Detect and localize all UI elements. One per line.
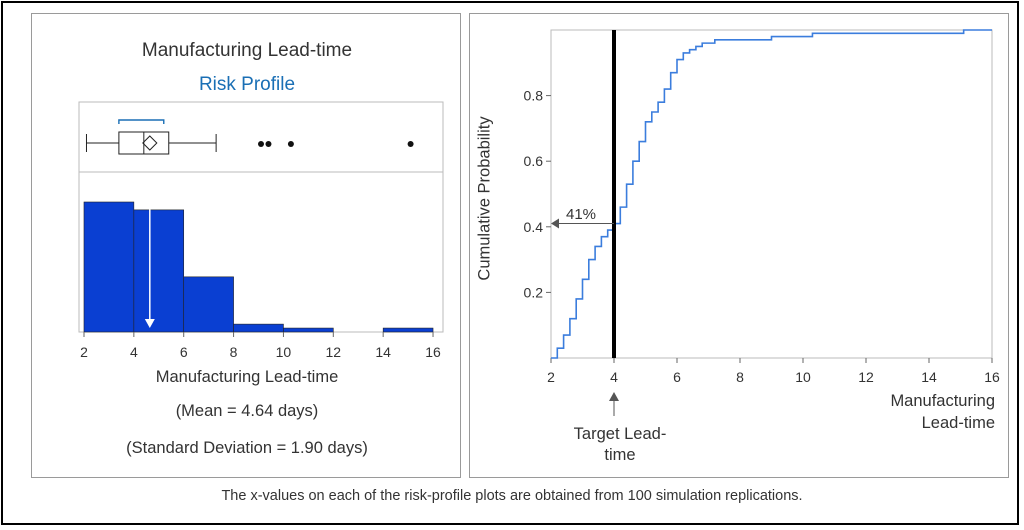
x-tick-label: 16 bbox=[425, 344, 441, 360]
histogram-bar bbox=[233, 323, 284, 333]
x-tick-label: 16 bbox=[984, 369, 1000, 385]
mean-arrow-head bbox=[144, 319, 155, 328]
target-label: Target Lead-time bbox=[573, 425, 667, 464]
percent-label: 41% bbox=[566, 206, 597, 223]
cdf-frame bbox=[550, 29, 993, 359]
x-tick-label: 6 bbox=[673, 369, 681, 385]
histogram-bar bbox=[133, 209, 185, 333]
target-arrowhead bbox=[609, 392, 619, 401]
outlier-point bbox=[407, 141, 414, 147]
chart-title: Manufacturing Lead-time bbox=[141, 40, 353, 61]
outlier-point bbox=[287, 141, 294, 147]
mean-arrow bbox=[144, 196, 155, 328]
x-tick-label: 14 bbox=[921, 369, 937, 385]
cdf-ticks: 2 4 6 8 10 12 14 16 0.2 0.4 0.6 0.8 bbox=[524, 88, 1000, 385]
x-tick-label: 10 bbox=[795, 369, 811, 385]
cdf-chart: 2 4 6 8 10 12 14 16 0.2 0.4 0.6 0.8 bbox=[524, 29, 1000, 416]
histogram-bar bbox=[382, 327, 434, 333]
x-tick-label: 4 bbox=[130, 344, 138, 360]
cdf-x-label: Manufacturing Lead-time bbox=[890, 392, 995, 432]
outlier-point bbox=[265, 141, 272, 147]
risk-profile-panel: Manufacturing Lead-time Risk Profile 2 4 6… bbox=[31, 13, 461, 478]
y-tick-label: 0.6 bbox=[524, 153, 544, 169]
mean-text: (Mean = 4.64 days) bbox=[175, 402, 319, 420]
x-tick-label: 4 bbox=[610, 369, 618, 385]
cdf-line bbox=[551, 29, 992, 359]
sd-text: (Standard Deviation = 1.90 days) bbox=[126, 439, 368, 457]
histogram-bar bbox=[283, 327, 334, 333]
histogram-bars bbox=[83, 201, 434, 333]
x-tick-label: 6 bbox=[180, 344, 188, 360]
cdf-y-label: Cumulative Probability bbox=[475, 116, 494, 281]
y-tick-label: 0.2 bbox=[524, 284, 544, 300]
x-tick-label: 10 bbox=[276, 344, 292, 360]
cdf-panel: 2 4 6 8 10 12 14 16 0.2 0.4 0.6 0.8 Cumulative Prob… bbox=[469, 13, 1009, 478]
cdf-annotations bbox=[551, 30, 619, 416]
percent-arrowhead bbox=[551, 218, 559, 229]
x-tick-label: 2 bbox=[547, 369, 555, 385]
y-tick-label: 0.8 bbox=[524, 88, 544, 104]
figure-caption: The x-values on each of the risk-profile… bbox=[221, 488, 803, 504]
x-tick-label: 8 bbox=[736, 369, 744, 385]
outlier-point bbox=[258, 141, 264, 147]
histogram-x-label: Manufacturing Lead-time bbox=[155, 368, 339, 386]
shortest-half-bracket bbox=[118, 119, 165, 124]
y-tick-label: 0.4 bbox=[524, 219, 544, 235]
histogram-bar bbox=[83, 201, 135, 333]
x-tick-label: 12 bbox=[858, 369, 874, 385]
x-tick-label: 12 bbox=[326, 344, 342, 360]
chart-subtitle: Risk Profile bbox=[198, 74, 296, 95]
histogram-bar bbox=[183, 276, 234, 333]
boxplot bbox=[85, 119, 414, 155]
x-tick-label: 14 bbox=[375, 344, 391, 360]
x-tick-label: 2 bbox=[80, 344, 88, 360]
histogram-x-ticks: 2 4 6 8 10 12 14 16 bbox=[80, 332, 441, 360]
mean-diamond bbox=[142, 135, 158, 151]
x-tick-label: 8 bbox=[230, 344, 238, 360]
histogram-chart: 2 4 6 8 10 12 14 16 bbox=[78, 101, 444, 360]
